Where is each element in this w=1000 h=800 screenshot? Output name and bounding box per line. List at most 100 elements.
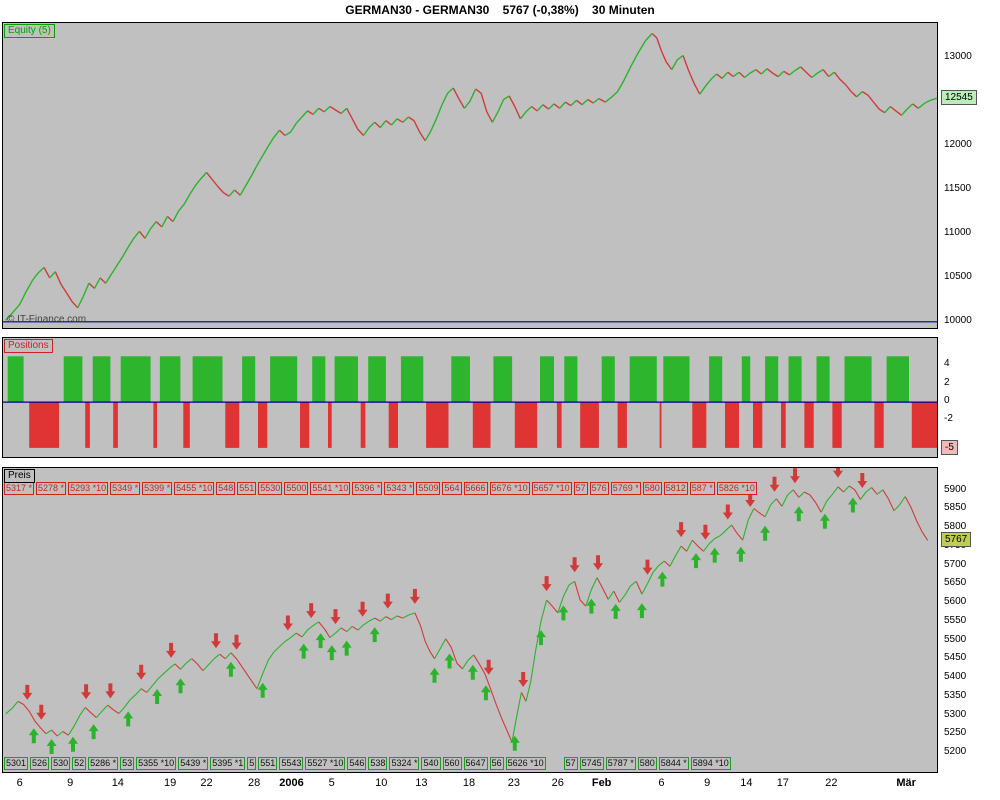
- y-tick-label: 4: [944, 358, 950, 370]
- sell-arrow-icon: [833, 468, 843, 478]
- sell-trade-label: 564: [442, 482, 462, 495]
- y-tick-label: 5700: [944, 558, 967, 570]
- buy-arrow-icon: [735, 546, 746, 562]
- x-tick-label: Mär: [896, 777, 916, 789]
- sell-arrow-icon: [593, 555, 603, 571]
- sell-arrow-icon: [81, 684, 92, 700]
- sell-trade-label: 5541 *10: [310, 482, 351, 495]
- buy-trade-label: 5527 *10: [305, 757, 346, 770]
- buy-arrow-icon: [315, 633, 326, 649]
- sell-trade-label: 548: [216, 482, 236, 495]
- equity-line-down: [43, 32, 919, 309]
- equity-chart[interactable]: [3, 23, 937, 328]
- sell-trade-label: 5509: [416, 482, 441, 495]
- sell-arrow-icon: [790, 468, 800, 484]
- price-last-value-badge: 5767: [941, 532, 972, 548]
- watermark: © IT-Finance.com: [7, 314, 87, 325]
- sell-arrow-icon: [306, 603, 317, 619]
- sell-arrow-icon: [136, 664, 147, 680]
- buy-trade-label: 5647: [463, 757, 488, 770]
- x-tick-label: 9: [67, 777, 74, 789]
- sell-arrow-icon: [700, 524, 711, 540]
- sell-trade-label: 5278 *: [36, 482, 67, 495]
- y-tick-label: 10500: [944, 270, 972, 282]
- sell-arrow-icon: [642, 559, 653, 575]
- x-tick-label: Feb: [591, 777, 612, 789]
- buy-arrow-icon: [68, 736, 78, 752]
- buy-trade-label: 538: [368, 757, 388, 770]
- buy-trade-label: 580: [637, 757, 657, 770]
- sell-trade-label: 587 *: [689, 482, 715, 495]
- x-tick-label: 19: [163, 777, 177, 789]
- price-panel: 5317 * 5278 * 5293 *10 5349 * 5399 * 5455 *10…: [2, 467, 938, 773]
- buy-arrow-icon: [709, 547, 720, 563]
- buy-trade-label: 52: [72, 757, 87, 770]
- sell-trade-label: 5769 *: [610, 482, 641, 495]
- buy-arrow-icon: [257, 682, 268, 698]
- buy-trade-label: 5355 *10: [136, 757, 177, 770]
- y-tick-label: 2: [944, 376, 950, 388]
- x-tick-label: 28: [248, 777, 261, 789]
- buy-arrow-icon: [467, 664, 478, 680]
- buy-arrow-icon: [123, 711, 134, 727]
- buy-arrow-icon: [760, 525, 771, 541]
- buy-arrow-icon: [298, 643, 309, 659]
- sell-arrow-icon: [282, 615, 293, 631]
- time-axis[interactable]: 6 9 14 19 22 28 2006 5 10 13 18 23 26 Feb 6 9 14 17 22 Mär: [2, 777, 938, 795]
- buy-trade-label: 530: [51, 757, 71, 770]
- buy-arrow-icon: [558, 605, 569, 621]
- sell-trade-label: 5826 *10: [716, 482, 757, 495]
- sell-trade-label: 576: [589, 482, 609, 495]
- x-tick-label: 14: [740, 777, 753, 789]
- x-tick-label: 22: [200, 777, 213, 789]
- positions-chart[interactable]: [3, 338, 937, 457]
- buy-trade-label: 5745: [579, 757, 604, 770]
- positions-y-axis[interactable]: 4 2 0 -2 -5: [941, 337, 999, 458]
- buy-trade-label: 5787 *: [605, 757, 636, 770]
- x-tick-label: 5: [328, 777, 335, 789]
- buy-arrow-icon: [444, 653, 455, 669]
- sell-arrow-icon: [36, 704, 47, 720]
- buy-arrow-icon: [793, 506, 804, 522]
- buy-trade-label: 551: [258, 757, 278, 770]
- y-tick-label: 10000: [944, 314, 972, 326]
- buy-trade-label: 5324 *: [389, 757, 420, 770]
- sell-arrow-icon: [409, 588, 420, 604]
- buy-arrow-icon: [369, 627, 380, 643]
- sell-arrow-icon: [745, 492, 756, 507]
- equity-panel: Equity (5) © IT-Finance.com: [2, 22, 938, 329]
- buy-trade-label: 5543: [279, 757, 304, 770]
- buy-arrow-icon: [225, 661, 236, 677]
- x-tick-label: 14: [111, 777, 124, 789]
- sell-arrow-icon: [22, 684, 33, 700]
- sell-arrow-icon: [518, 672, 529, 687]
- sell-arrow-icon: [569, 557, 580, 573]
- equity-y-axis[interactable]: 13000 12000 11500 11000 10500 10000 12545: [941, 22, 999, 329]
- y-tick-label: 5800: [944, 521, 967, 533]
- buy-trade-label: 5: [247, 757, 257, 770]
- sell-trade-label: 551: [237, 482, 257, 495]
- sell-arrow-icon: [105, 683, 116, 699]
- sell-trade-label: 5530: [258, 482, 283, 495]
- x-tick-label: 6: [658, 777, 665, 789]
- sell-trade-label: 5657 *10: [531, 482, 572, 495]
- equity-last-value-badge: 12545: [941, 90, 977, 106]
- sell-trade-label: 5293 *10: [68, 482, 109, 495]
- y-tick-label: 11500: [944, 183, 972, 194]
- sell-arrow-icon: [166, 642, 177, 658]
- x-tick-label: 10: [375, 777, 388, 789]
- y-tick-label: -2: [944, 413, 953, 425]
- x-tick-label: 2006: [279, 777, 304, 789]
- sell-trade-label: 5812: [663, 482, 688, 495]
- buy-trade-label: 5626 *10: [505, 757, 546, 770]
- buy-arrow-icon: [46, 739, 57, 754]
- price-y-axis[interactable]: 5900585058005750570056505600555055005450…: [941, 467, 999, 773]
- sell-arrow-icon: [357, 601, 368, 617]
- sell-arrow-icon: [330, 609, 341, 625]
- buy-arrow-icon: [509, 735, 520, 751]
- buy-arrow-icon: [341, 640, 352, 656]
- y-tick-label: 5300: [944, 708, 967, 720]
- price-chart[interactable]: [3, 468, 937, 772]
- x-tick-label: 6: [16, 777, 23, 789]
- sell-arrow-icon: [382, 593, 393, 609]
